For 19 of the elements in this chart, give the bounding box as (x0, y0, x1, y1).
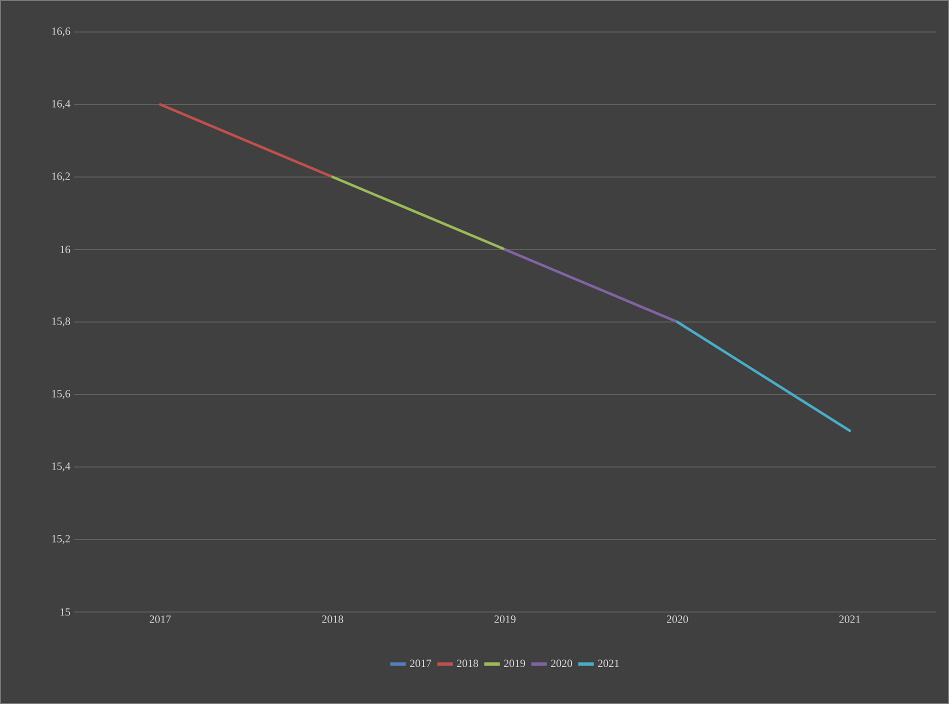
y-tick-label: 15,4 (52, 462, 70, 472)
y-tick-label: 16,4 (52, 100, 70, 109)
x-tick-label: 2018 (322, 616, 344, 623)
legend-label: 2020 (551, 660, 572, 668)
y-tick-label: 15 (60, 608, 70, 616)
y-tick-label: 15,2 (52, 535, 70, 544)
y-tick-label: 16,2 (52, 172, 70, 182)
legend-label: 2019 (504, 660, 526, 668)
x-tick-label: 2017 (150, 616, 171, 623)
y-tick-label: 16,6 (52, 28, 70, 36)
legend-label: 2017 (410, 660, 432, 668)
y-tick-label: 15,6 (52, 390, 70, 399)
x-tick-label: 2020 (666, 616, 688, 623)
x-tick-label: 2021 (839, 616, 860, 623)
x-tick-label: 2019 (494, 616, 516, 623)
legend-label: 2018 (457, 660, 478, 668)
y-tick-label: 16 (60, 246, 70, 254)
y-tick-label: 15,8 (52, 318, 70, 326)
legend-label: 2021 (598, 660, 619, 668)
